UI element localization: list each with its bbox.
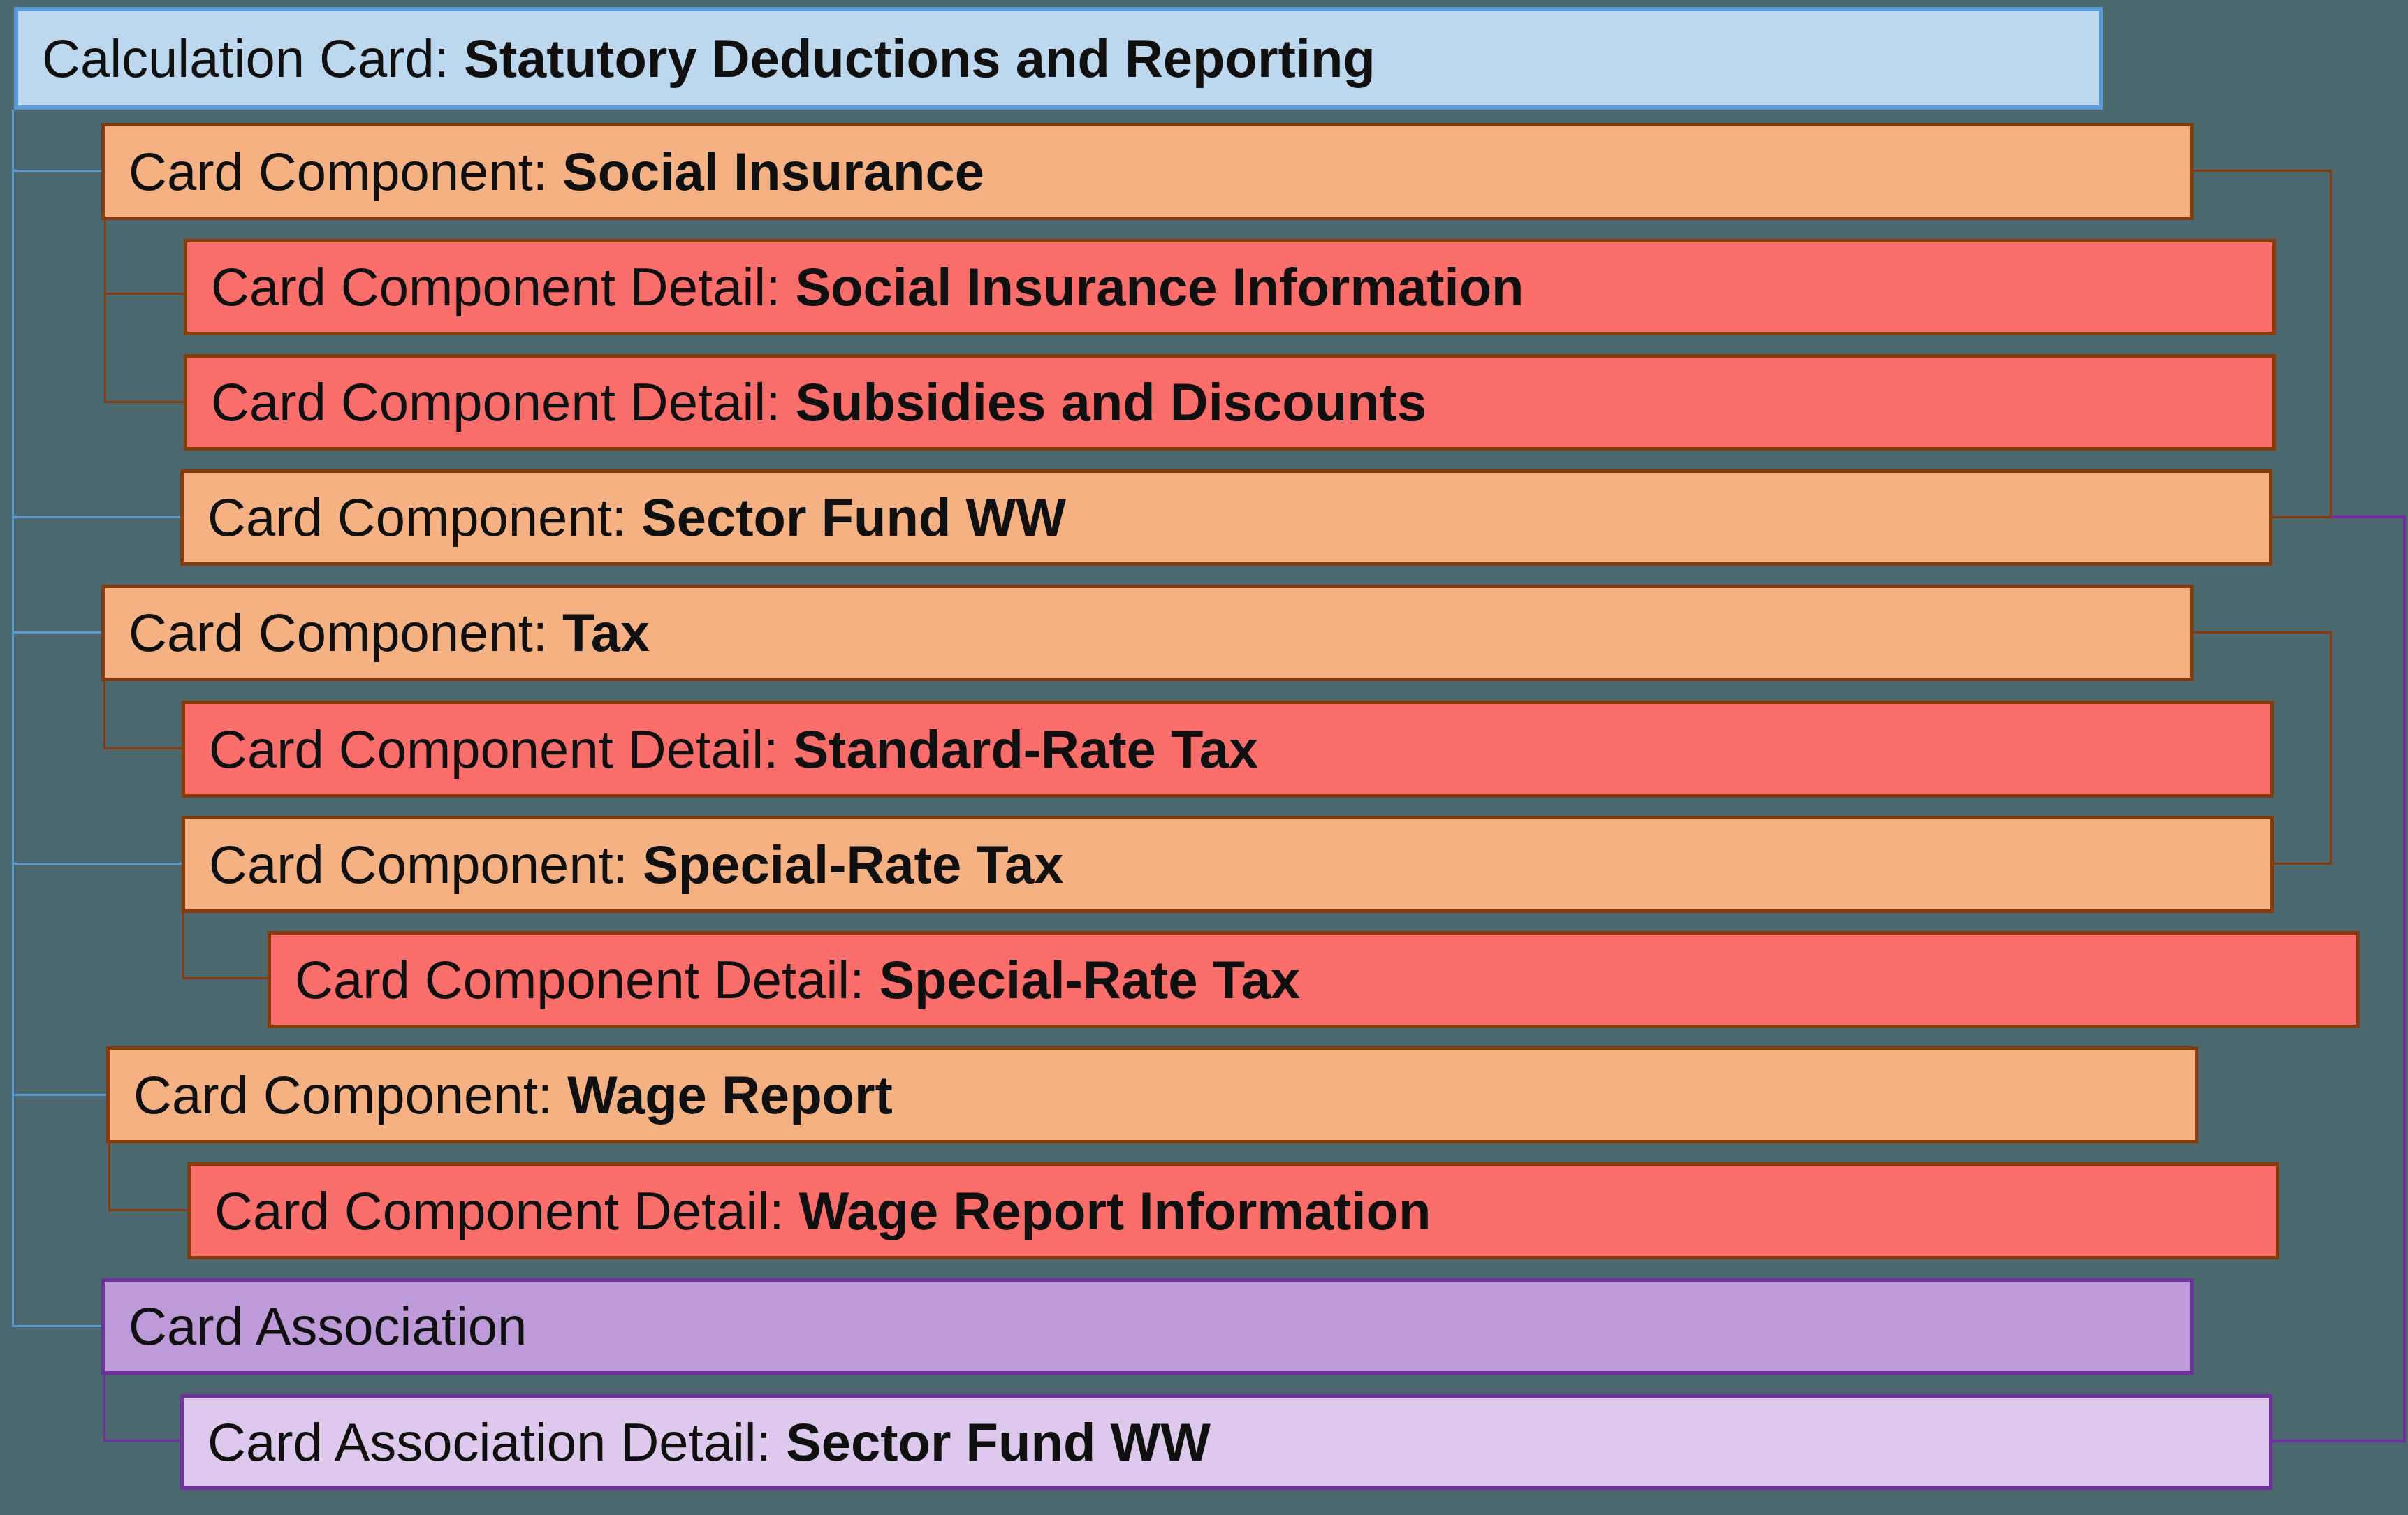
- detail-special-rate-tax-label-name: Special-Rate Tax: [879, 953, 1300, 1007]
- detail-standard-rate-tax-label-name: Standard-Rate Tax: [793, 723, 1258, 776]
- connector-line: [2194, 170, 2332, 172]
- connector-line: [2332, 515, 2406, 518]
- calculation-card-box: Calculation Card: Statutory Deductions a…: [14, 7, 2103, 110]
- component-special-rate-tax-label-name: Special-Rate Tax: [643, 838, 1064, 891]
- connector-line: [104, 293, 184, 295]
- detail-social-insurance-information-label-prefix: Card Component Detail:: [211, 261, 795, 314]
- connector-line: [12, 1325, 101, 1327]
- connector-line: [104, 401, 184, 403]
- detail-standard-rate-tax-box: Card Component Detail: Standard-Rate Tax: [182, 701, 2274, 798]
- connector-line: [2272, 1440, 2406, 1442]
- detail-special-rate-tax-label-prefix: Card Component Detail:: [295, 953, 879, 1007]
- diagram-canvas: Calculation Card: Statutory Deductions a…: [0, 0, 2408, 1515]
- component-tax-label-prefix: Card Component:: [129, 606, 562, 659]
- connector-line: [12, 516, 180, 518]
- component-social-insurance-label-prefix: Card Component:: [129, 145, 562, 198]
- component-wage-report-box: Card Component: Wage Report: [106, 1046, 2198, 1143]
- connector-line: [108, 1209, 187, 1211]
- association-detail-sector-fund-ww-label-name: Sector Fund WW: [786, 1416, 1211, 1469]
- component-tax-box: Card Component: Tax: [101, 585, 2194, 681]
- connector-line: [103, 681, 105, 749]
- connector-line: [12, 170, 101, 172]
- component-special-rate-tax-box: Card Component: Special-Rate Tax: [182, 816, 2274, 913]
- connector-line: [182, 977, 268, 979]
- component-sector-fund-ww-label-name: Sector Fund WW: [641, 491, 1066, 544]
- connector-line: [108, 1143, 110, 1211]
- component-special-rate-tax-label-prefix: Card Component:: [209, 838, 643, 891]
- calculation-card-label-name: Statutory Deductions and Reporting: [464, 32, 1376, 85]
- card-association-label-prefix: Card Association: [129, 1300, 527, 1353]
- connector-line: [2330, 631, 2332, 865]
- detail-subsidies-and-discounts-box: Card Component Detail: Subsidies and Dis…: [184, 354, 2276, 451]
- component-social-insurance-label-name: Social Insurance: [562, 145, 984, 198]
- connector-line: [2272, 516, 2332, 518]
- connector-line: [182, 913, 184, 979]
- connector-line: [104, 220, 106, 403]
- connector-line: [12, 631, 101, 634]
- component-tax-label-name: Tax: [562, 606, 650, 659]
- component-wage-report-label-prefix: Card Component:: [133, 1069, 567, 1122]
- component-social-insurance-box: Card Component: Social Insurance: [101, 123, 2194, 220]
- component-wage-report-label-name: Wage Report: [567, 1069, 893, 1122]
- association-detail-sector-fund-ww-box: Card Association Detail: Sector Fund WW: [180, 1394, 2272, 1490]
- detail-wage-report-information-label-name: Wage Report Information: [798, 1185, 1431, 1238]
- connector-line: [103, 747, 182, 749]
- connector-line: [2274, 863, 2332, 865]
- component-sector-fund-ww-label-prefix: Card Component:: [207, 491, 641, 544]
- detail-social-insurance-information-label-name: Social Insurance Information: [795, 261, 1524, 314]
- connector-line: [2330, 170, 2332, 518]
- connector-line: [103, 1375, 105, 1442]
- connector-line: [12, 863, 182, 865]
- connector-line: [12, 1094, 106, 1096]
- calculation-card-label-prefix: Calculation Card:: [42, 32, 464, 85]
- detail-wage-report-information-box: Card Component Detail: Wage Report Infor…: [187, 1162, 2279, 1259]
- detail-subsidies-and-discounts-label-name: Subsidies and Discounts: [795, 376, 1426, 429]
- component-sector-fund-ww-box: Card Component: Sector Fund WW: [180, 469, 2272, 566]
- detail-social-insurance-information-box: Card Component Detail: Social Insurance …: [184, 239, 2276, 335]
- connector-line: [12, 110, 14, 1327]
- detail-subsidies-and-discounts-label-prefix: Card Component Detail:: [211, 376, 795, 429]
- detail-special-rate-tax-box: Card Component Detail: Special-Rate Tax: [268, 931, 2360, 1028]
- association-detail-sector-fund-ww-label-prefix: Card Association Detail:: [207, 1416, 786, 1469]
- detail-standard-rate-tax-label-prefix: Card Component Detail:: [209, 723, 793, 776]
- card-association-box: Card Association: [101, 1278, 2194, 1375]
- connector-line: [103, 1440, 180, 1442]
- detail-wage-report-information-label-prefix: Card Component Detail:: [214, 1185, 798, 1238]
- connector-line: [2194, 631, 2332, 634]
- connector-line: [2403, 515, 2406, 1442]
